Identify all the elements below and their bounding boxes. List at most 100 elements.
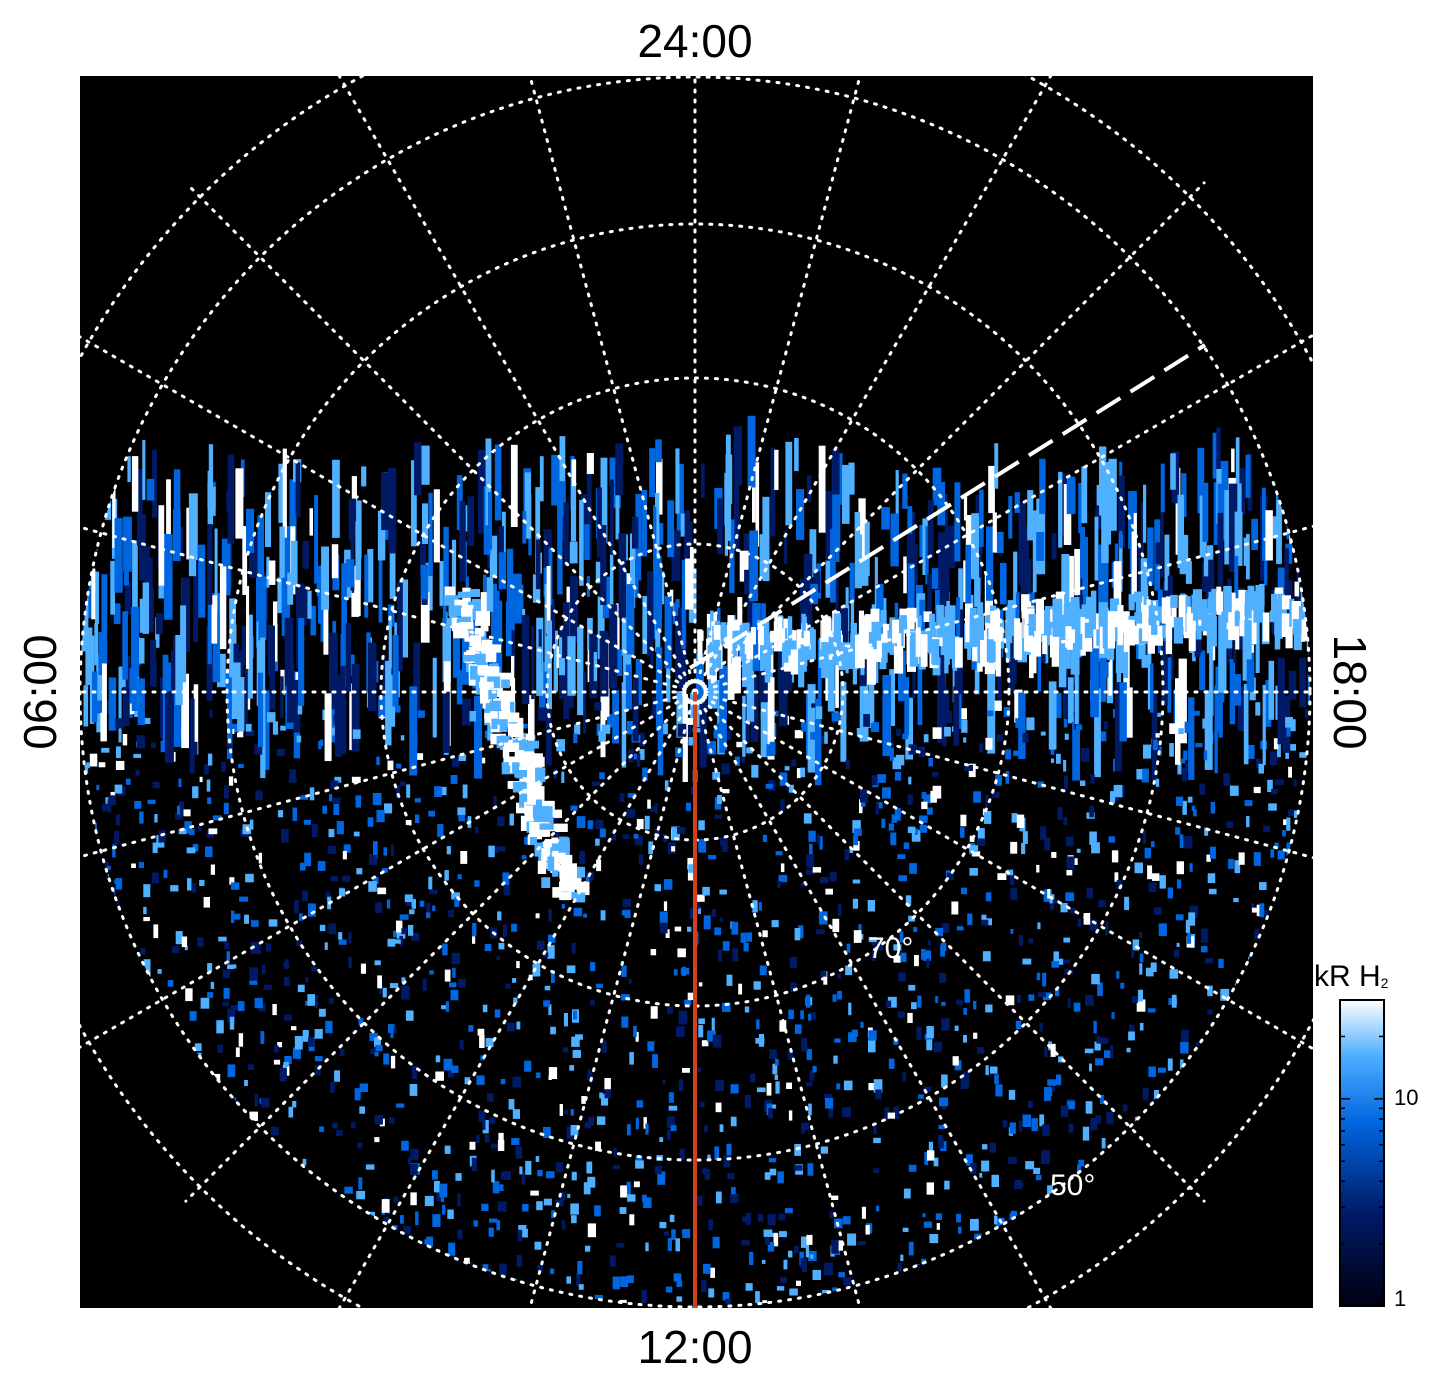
emission-pixel [719,917,724,922]
emission-pixel [216,1020,224,1034]
emission-pixel [595,983,603,989]
oval-band-pixel [1228,612,1238,641]
emission-pixel [560,1191,566,1200]
bright-arc-pixel [522,745,535,753]
emission-pixel [964,764,973,771]
emission-pixel [606,714,616,728]
emission-pixel [830,528,836,603]
emission-pixel [755,1038,765,1044]
emission-pixel [389,1117,395,1124]
emission-pixel [893,1106,899,1120]
emission-pixel [812,867,822,873]
oval-band-pixel [1239,620,1244,637]
emission-pixel [267,624,273,677]
longitude-line [693,690,1053,1308]
emission-pixel [249,967,259,980]
emission-pixel [1098,544,1107,615]
emission-pixel [181,673,189,749]
emission-pixel [342,875,351,882]
emission-pixel [1082,1126,1090,1141]
emission-pixel [587,1307,591,1313]
emission-pixel [794,1024,802,1034]
emission-pixel [186,507,191,560]
emission-pixel [716,722,722,734]
emission-pixel [231,910,235,923]
emission-pixel [1058,471,1063,548]
emission-pixel [334,674,343,757]
emission-pixel [730,1116,737,1127]
emission-pixel [621,682,627,768]
emission-pixel [266,556,270,588]
emission-pixel [525,1160,532,1175]
emission-pixel [420,564,429,600]
emission-pixel [1218,610,1227,693]
emission-pixel [668,1105,678,1111]
emission-pixel [766,744,775,757]
bright-arc-pixel [469,589,480,597]
emission-pixel [272,721,279,735]
emission-pixel [432,1214,441,1227]
emission-pixel [489,535,498,578]
emission-pixel [268,560,276,585]
emission-pixel [578,1284,584,1290]
emission-pixel [573,907,583,917]
emission-pixel [723,1155,731,1168]
emission-pixel [908,915,915,922]
emission-pixel [790,982,797,993]
emission-pixel [175,635,183,706]
emission-pixel [562,1047,569,1053]
emission-pixel [516,961,520,969]
emission-pixel [609,1255,616,1267]
emission-pixel [815,706,823,720]
emission-pixel [635,659,642,706]
emission-pixel [1041,1150,1050,1165]
emission-pixel [115,718,124,729]
emission-pixel [956,999,963,1005]
bright-arc-pixel [491,644,501,653]
emission-pixel [566,1276,571,1284]
emission-pixel [1265,680,1272,727]
emission-pixel [401,986,410,1000]
emission-pixel [687,870,695,881]
emission-pixel [961,719,968,733]
oval-band-pixel [1192,589,1202,620]
emission-pixel [518,1225,527,1231]
emission-pixel [1080,748,1090,762]
emission-pixel [185,988,193,1002]
emission-pixel [801,722,807,732]
oval-band-pixel [1207,597,1216,627]
emission-pixel [325,891,331,900]
oval-band-pixel [788,640,798,655]
emission-pixel [566,965,576,974]
emission-pixel [244,914,249,924]
emission-pixel [852,898,859,909]
emission-pixel [436,1189,442,1202]
emission-pixel [569,576,579,643]
emission-pixel [1214,684,1218,774]
emission-pixel [302,540,309,569]
emission-pixel [805,869,815,875]
emission-pixel [410,1192,417,1206]
emission-pixel [545,1171,555,1179]
emission-pixel [488,1227,494,1237]
emission-pixel [800,1129,805,1134]
emission-pixel [1013,551,1018,607]
emission-pixel [472,936,476,944]
emission-pixel [995,1306,1005,1307]
auroral-emission-layer [80,415,1310,1319]
emission-pixel [489,1218,498,1223]
oval-band-pixel [1188,620,1196,652]
emission-pixel [83,764,89,774]
emission-pixel [327,845,336,854]
oval-band-pixel [917,615,922,628]
oval-band-pixel [1049,635,1059,658]
emission-pixel [986,526,994,601]
emission-pixel [698,839,707,853]
emission-pixel [217,1044,223,1053]
emission-pixel [190,1307,198,1319]
emission-pixel [570,1109,574,1116]
emission-pixel [618,533,627,618]
emission-pixel [933,1041,942,1053]
emission-pixel [861,1206,866,1219]
emission-pixel [838,1240,843,1251]
